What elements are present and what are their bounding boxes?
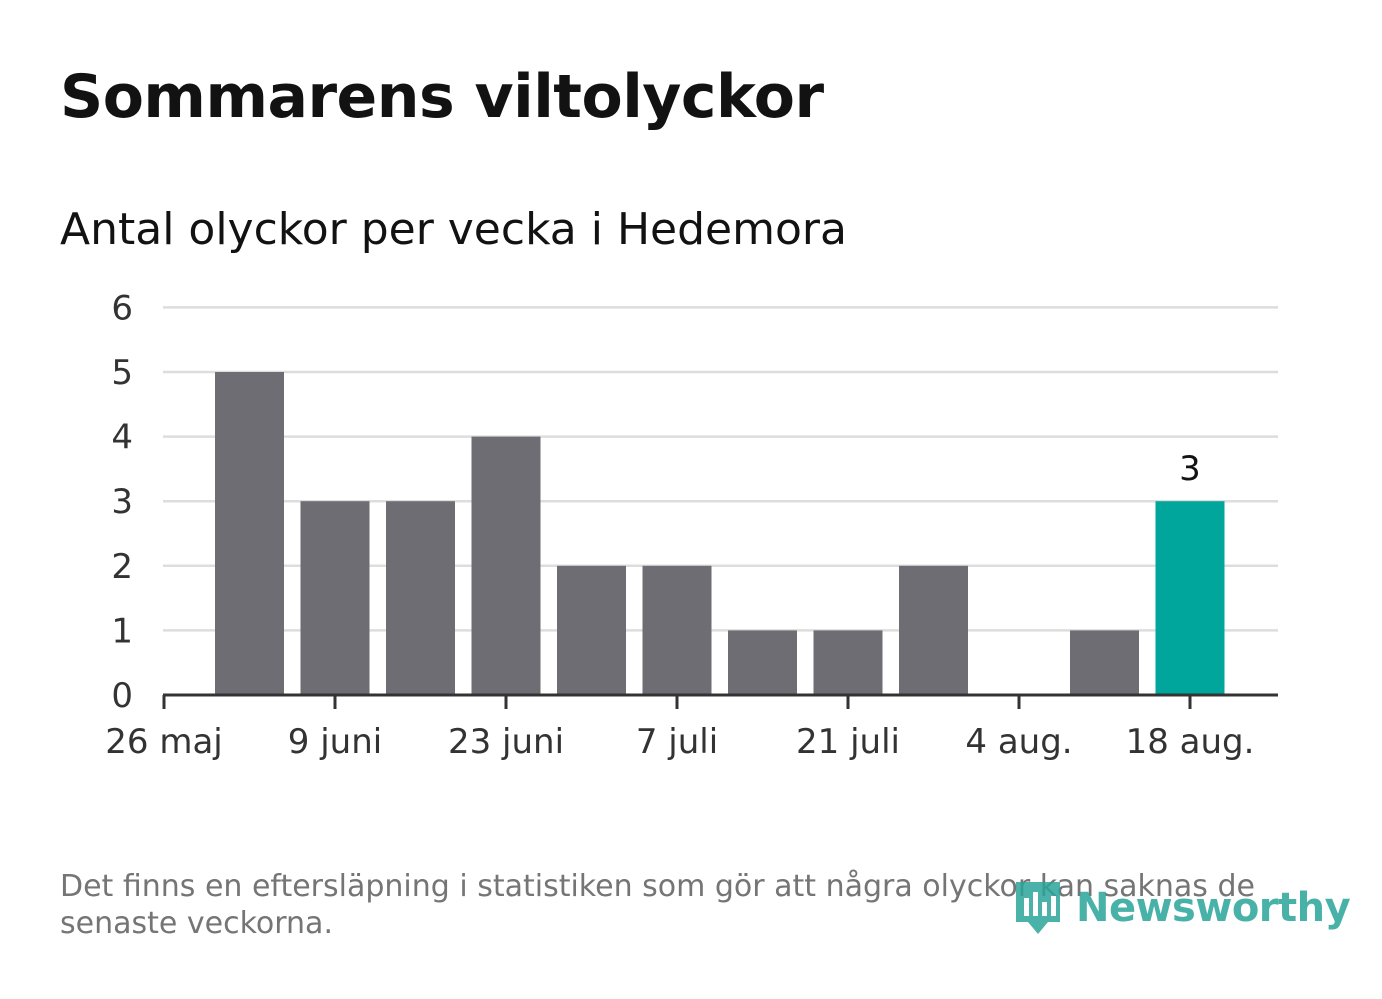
bar-14-juli [728, 630, 797, 695]
x-tick-label: 26 maj [105, 722, 222, 762]
x-tick-label: 9 juni [288, 722, 382, 762]
x-tick-label: 18 aug. [1126, 722, 1255, 762]
bar-7-juli [642, 565, 712, 695]
bar-11-aug- [1070, 630, 1139, 695]
y-tick-label: 2 [111, 547, 133, 587]
bar-21-juli [813, 630, 883, 695]
newsworthy-logo: Newsworthy [1012, 876, 1351, 940]
chart-title: Sommarens viltolyckor [60, 62, 824, 132]
x-tick-label: 23 juni [448, 722, 564, 762]
x-tick-label: 7 juli [636, 722, 718, 762]
bar-30-juni [557, 565, 626, 695]
y-tick-label: 4 [111, 418, 133, 458]
axes: 0 1 2 3 4 5 6 26 maj 9 juni 23 juni 7 juli 21 juli 4… [105, 288, 1278, 762]
y-tick-label: 1 [111, 611, 133, 651]
bar-value-label: 3 [1179, 449, 1201, 489]
bar-2-juni [215, 372, 284, 695]
bar-16-juni [386, 501, 455, 695]
y-tick-label: 3 [111, 482, 133, 522]
bar-23-juni [471, 436, 541, 695]
bar-9-juni [300, 501, 370, 695]
logo-text: Newsworthy [1076, 885, 1351, 931]
bars: 3 [215, 372, 1225, 695]
bar-28-juli [899, 565, 968, 695]
bar-chart: 3 0 1 2 3 4 5 6 26 maj 9 juni 23 juni 7 juli 21 jul… [105, 288, 1278, 762]
y-tick-label: 5 [111, 353, 133, 393]
chart-subtitle: Antal olyckor per vecka i Hedemora [60, 204, 847, 255]
x-tick-label: 4 aug. [965, 722, 1072, 762]
y-tick-label: 6 [111, 288, 133, 328]
x-tick-label: 21 juli [796, 722, 900, 762]
y-tick-label: 0 [111, 676, 133, 716]
bar-18-aug- [1155, 501, 1225, 695]
newsworthy-logo-icon [1016, 882, 1060, 934]
